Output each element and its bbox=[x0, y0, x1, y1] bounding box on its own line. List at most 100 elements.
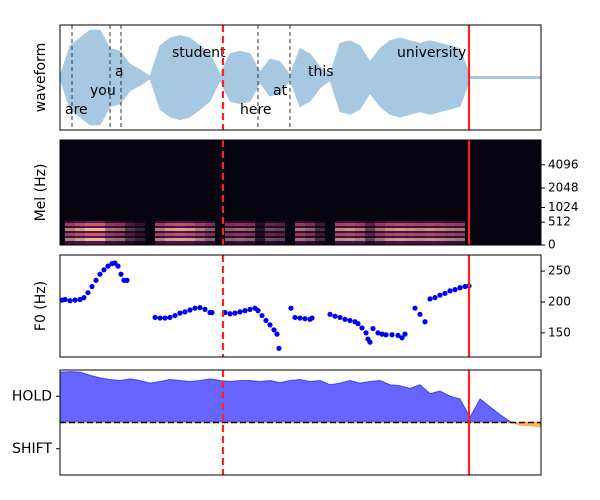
mel-harmonic bbox=[125, 238, 135, 241]
mel-harmonic bbox=[275, 238, 285, 241]
f0-point bbox=[337, 314, 343, 321]
mel-harmonic bbox=[255, 228, 265, 231]
f0-point bbox=[259, 312, 265, 319]
mel-harmonic bbox=[415, 238, 425, 241]
f0-point bbox=[276, 345, 282, 351]
f0-point bbox=[359, 325, 365, 331]
mel-energy bbox=[275, 221, 285, 245]
mel-harmonic bbox=[195, 228, 205, 231]
mel-harmonic bbox=[255, 233, 265, 236]
mel-energy bbox=[125, 221, 135, 245]
mel-harmonic bbox=[345, 233, 355, 236]
word-label: university bbox=[397, 45, 466, 61]
y-tick-label: 4096 bbox=[548, 157, 579, 171]
f0-point bbox=[274, 331, 280, 337]
mel-harmonic bbox=[315, 238, 325, 241]
y-tick-label: 512 bbox=[548, 215, 571, 229]
mel-harmonic bbox=[275, 223, 285, 226]
mel-harmonic bbox=[185, 233, 195, 236]
mel-harmonic bbox=[315, 223, 325, 226]
mel-harmonic bbox=[265, 233, 275, 236]
mel-harmonic bbox=[405, 233, 415, 236]
mel-harmonic bbox=[125, 223, 135, 226]
mel-harmonic bbox=[445, 223, 455, 226]
mel-harmonic bbox=[245, 238, 255, 241]
mel-harmonic bbox=[305, 223, 315, 226]
f0-point bbox=[427, 296, 433, 302]
f0-point bbox=[81, 295, 87, 301]
f0-point bbox=[363, 330, 369, 336]
mel-harmonic bbox=[115, 233, 125, 236]
panel-frame bbox=[59, 369, 542, 476]
f0-point bbox=[327, 311, 333, 317]
mel-harmonic bbox=[225, 238, 235, 241]
mel-harmonic bbox=[305, 228, 315, 231]
mel-harmonic bbox=[425, 233, 435, 236]
waveform-lower bbox=[59, 77, 541, 126]
f0-point bbox=[118, 271, 124, 277]
mel-harmonic bbox=[165, 228, 175, 231]
mel-harmonic bbox=[425, 238, 435, 241]
mel-energy bbox=[225, 221, 235, 245]
mel-harmonic bbox=[365, 223, 375, 226]
f0-point bbox=[62, 296, 68, 303]
y-axis-label: waveform bbox=[33, 43, 49, 113]
mel-harmonic bbox=[275, 233, 285, 236]
mel-harmonic bbox=[425, 223, 435, 226]
mel-harmonic bbox=[295, 233, 305, 236]
f0-point bbox=[93, 277, 99, 283]
mel-harmonic bbox=[85, 238, 95, 241]
f0-point bbox=[255, 308, 261, 314]
y-axis-label: Mel (Hz) bbox=[33, 164, 49, 222]
mel-harmonic bbox=[295, 223, 305, 226]
mel-harmonic bbox=[235, 223, 245, 226]
f0-point bbox=[101, 267, 107, 273]
mel-harmonic bbox=[425, 228, 435, 231]
mel-harmonic bbox=[135, 223, 145, 226]
mel-harmonic bbox=[105, 233, 115, 236]
mel-harmonic bbox=[335, 228, 345, 231]
panel-frame bbox=[59, 24, 542, 131]
mel-harmonic bbox=[225, 228, 235, 231]
f0-point bbox=[85, 290, 91, 296]
mel-harmonic bbox=[105, 228, 115, 231]
f0-point bbox=[422, 319, 428, 325]
mel-harmonic bbox=[195, 238, 205, 241]
mel-energy bbox=[315, 221, 325, 245]
mel-harmonic bbox=[115, 228, 125, 231]
mel-energy bbox=[135, 221, 145, 245]
mel-harmonic bbox=[355, 228, 365, 231]
mel-harmonic bbox=[385, 233, 395, 236]
f0-point bbox=[347, 317, 353, 324]
mel-harmonic bbox=[275, 228, 285, 231]
f0-point bbox=[370, 325, 376, 332]
mel-harmonic bbox=[125, 228, 135, 231]
f0-point bbox=[302, 316, 308, 322]
mel-harmonic bbox=[335, 223, 345, 226]
mel-harmonic bbox=[175, 238, 185, 241]
mel-harmonic bbox=[75, 233, 85, 236]
mel-harmonic bbox=[455, 223, 465, 226]
f0-point bbox=[192, 305, 198, 311]
waveform-upper bbox=[59, 29, 541, 78]
mel-harmonic bbox=[375, 238, 385, 241]
f0-point bbox=[267, 322, 273, 328]
mel-harmonic bbox=[415, 223, 425, 226]
y-tick-label: 150 bbox=[548, 325, 571, 339]
f0-point bbox=[442, 290, 448, 296]
mel-harmonic bbox=[405, 223, 415, 226]
mel-harmonic bbox=[95, 228, 105, 231]
mel-harmonic bbox=[385, 238, 395, 241]
mel-harmonic bbox=[435, 228, 445, 231]
f0-point bbox=[462, 283, 468, 290]
mel-energy bbox=[245, 221, 255, 245]
mel-harmonic bbox=[155, 228, 165, 231]
f0-point bbox=[167, 314, 173, 321]
mel-harmonic bbox=[305, 233, 315, 236]
word-label: at bbox=[273, 83, 288, 99]
y-tick-label: SHIFT bbox=[12, 441, 52, 457]
mel-harmonic bbox=[95, 233, 105, 236]
mel-harmonic bbox=[155, 223, 165, 226]
f0-point bbox=[288, 305, 294, 311]
